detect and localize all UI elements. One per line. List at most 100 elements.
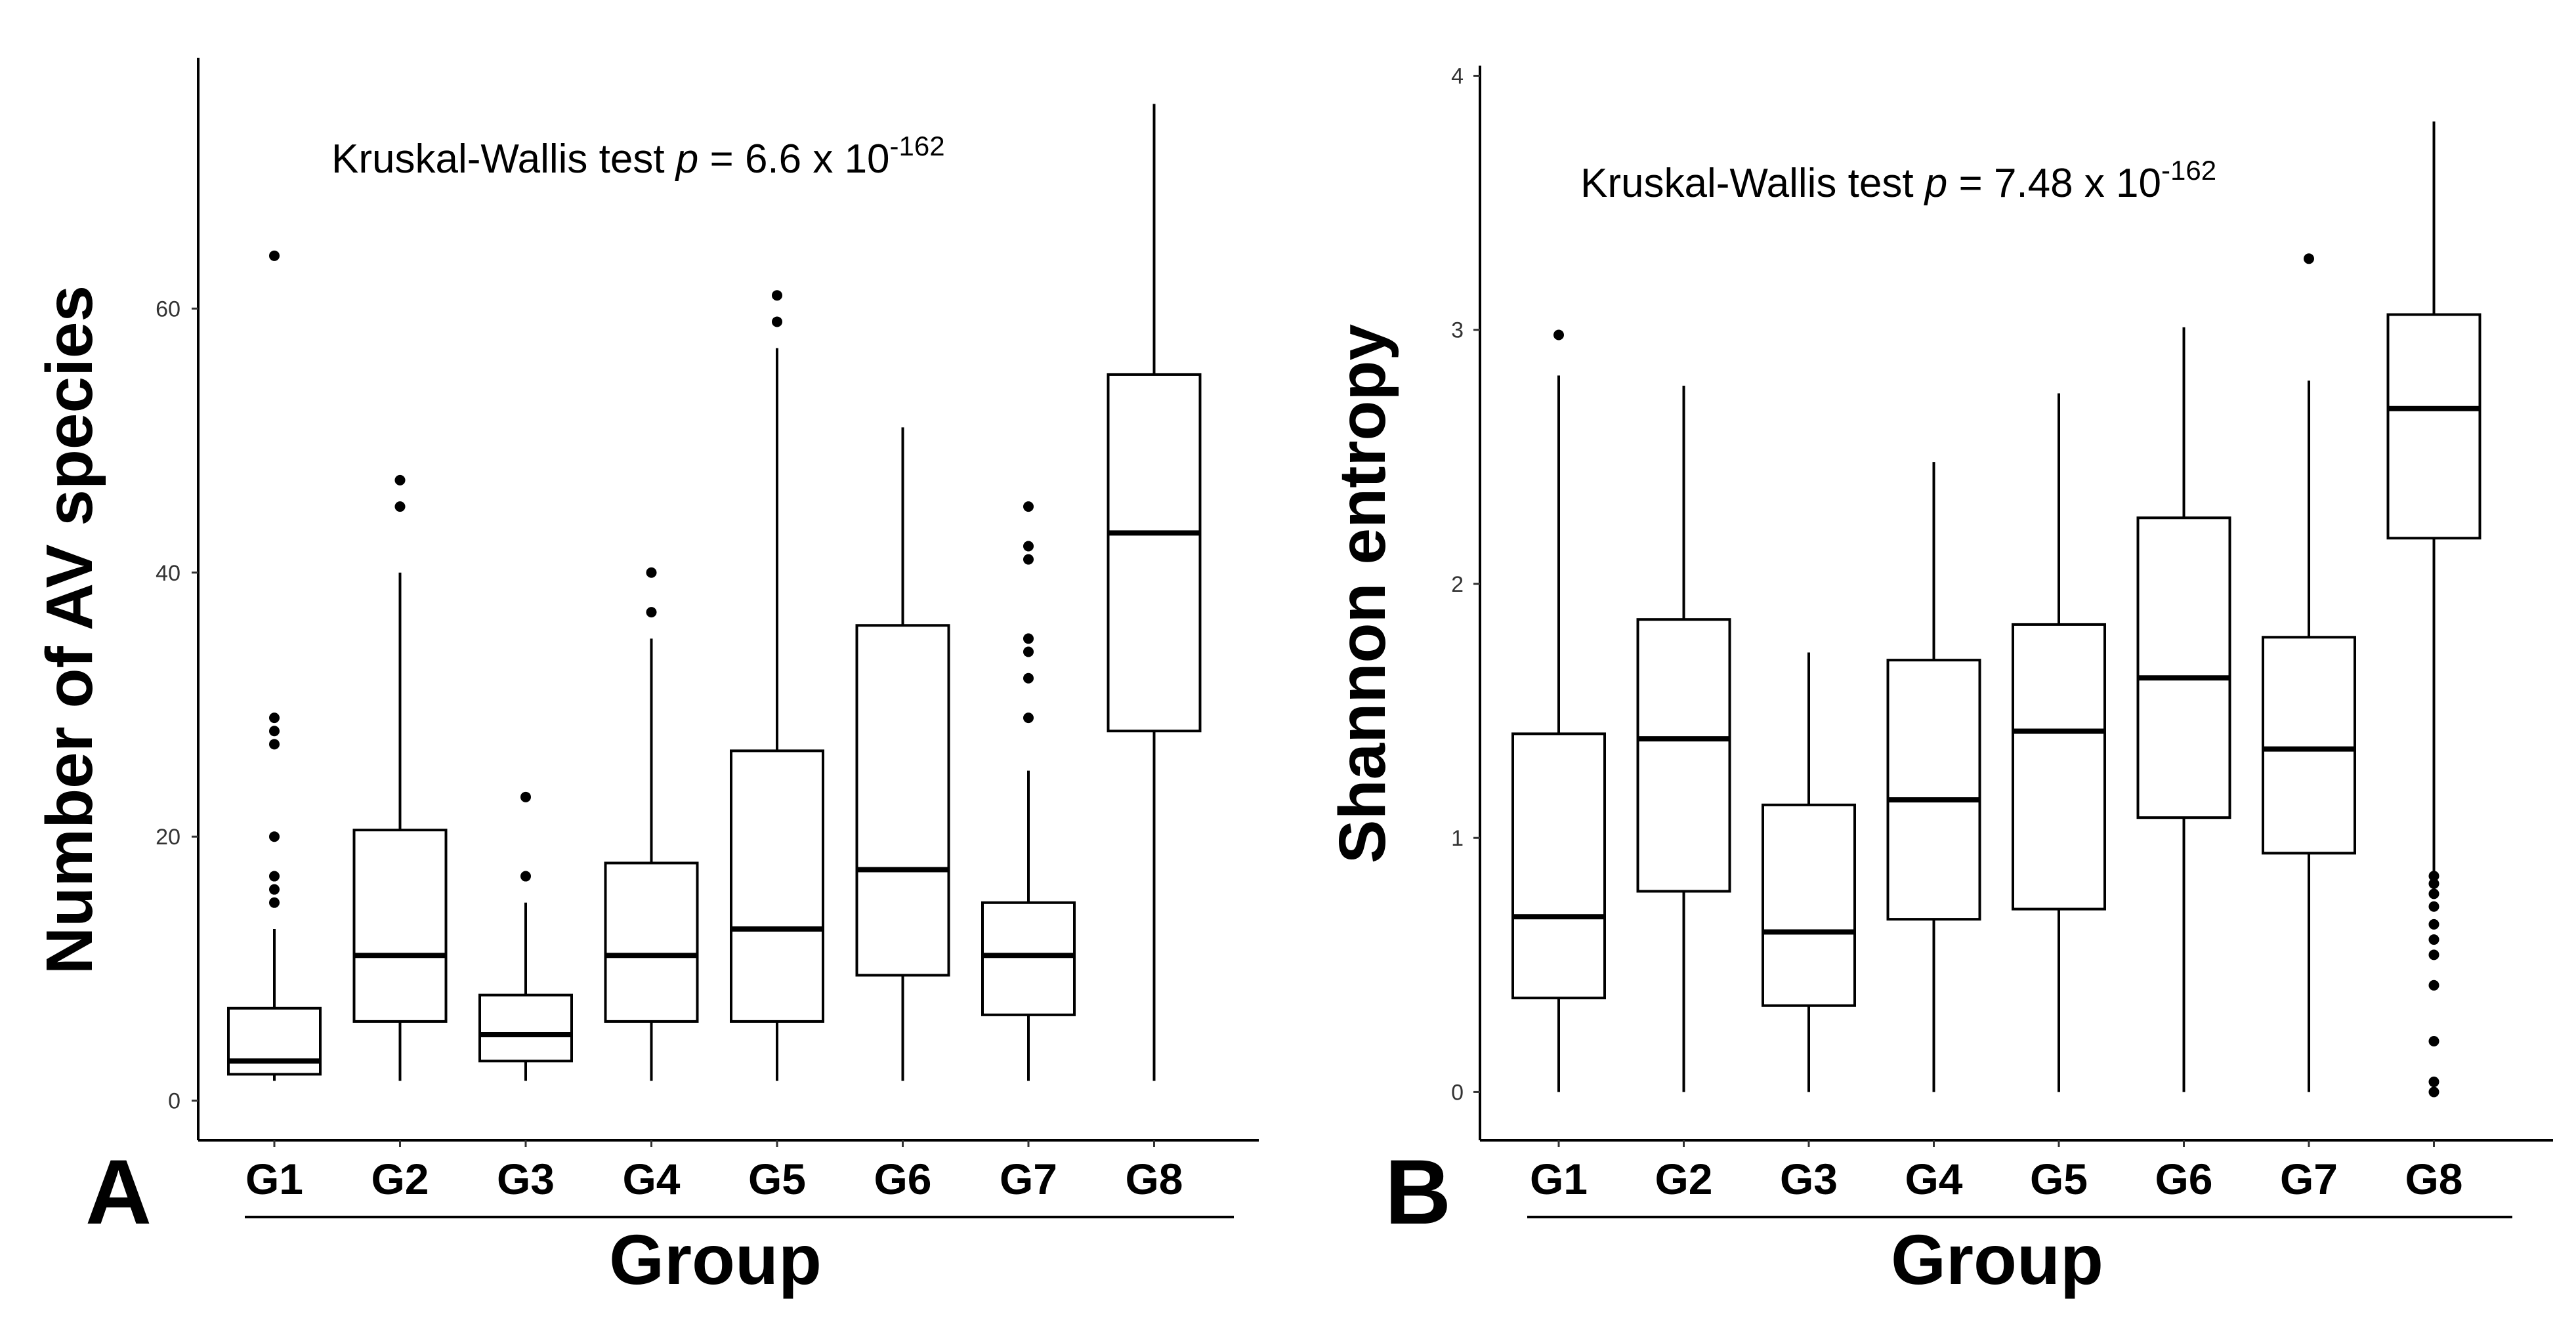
y-tick-label: 4 xyxy=(1451,64,1464,89)
outlier-point xyxy=(269,884,280,895)
outlier-point xyxy=(2428,1076,2439,1087)
y-tick-label: 1 xyxy=(1451,826,1464,851)
box-g1 xyxy=(227,250,322,1081)
iqr-box xyxy=(1762,803,1856,1007)
outlier-point xyxy=(394,501,406,512)
x-tick-label-g2: G2 xyxy=(371,1155,429,1203)
outlier-point xyxy=(269,739,280,750)
outlier-point xyxy=(646,607,657,618)
outlier-point xyxy=(2428,919,2439,930)
x-tick-label-g5: G5 xyxy=(2030,1155,2088,1203)
outlier-point xyxy=(269,897,280,908)
kruskal-wallis-annotation: Kruskal-Wallis test p = 7.48 x 10-162 xyxy=(1580,155,2216,206)
box-g2 xyxy=(1636,385,1731,1092)
iqr-box xyxy=(604,861,699,1023)
iqr-box xyxy=(478,993,573,1063)
box-g4 xyxy=(1886,462,1981,1092)
outlier-point xyxy=(2428,888,2439,899)
y-axis-title: Shannon entropy xyxy=(1326,324,1399,864)
x-tick-label-g8: G8 xyxy=(1125,1155,1183,1203)
annotation-exponent: -162 xyxy=(2161,155,2216,186)
outlier-point xyxy=(2428,980,2439,991)
panel-a: 0 20 40 60 G1 G2 G3 G4 G5 G6 G7 G8 Kruskal-Wallis te… xyxy=(33,58,1259,1299)
outlier-point xyxy=(1023,541,1034,552)
outlier-point xyxy=(394,474,406,485)
annotation-value: = 6.6 x 10 xyxy=(698,136,889,182)
x-tick-label-g4: G4 xyxy=(1905,1155,1962,1203)
iqr-box xyxy=(2012,623,2106,911)
box-g7 xyxy=(981,501,1076,1081)
iqr-box xyxy=(1107,373,1202,733)
outlier-point xyxy=(1023,713,1034,724)
outlier-point xyxy=(269,713,280,724)
box-g3 xyxy=(478,791,573,1081)
iqr-box xyxy=(981,901,1076,1016)
outlier-point xyxy=(2428,949,2439,961)
outlier-point xyxy=(269,871,280,882)
x-tick-label-g6: G6 xyxy=(2155,1155,2212,1203)
outlier-point xyxy=(2428,878,2439,889)
outlier-point xyxy=(1023,554,1034,565)
box-g6 xyxy=(2136,327,2231,1092)
outlier-point xyxy=(269,831,280,842)
y-tick-label: 0 xyxy=(168,1089,180,1114)
y-tick-label: 3 xyxy=(1451,318,1464,343)
y-tick-label: 20 xyxy=(156,825,180,850)
iqr-box xyxy=(2136,516,2231,819)
box-g7 xyxy=(2262,253,2356,1092)
x-tick-label-g7: G7 xyxy=(2280,1155,2338,1203)
outlier-point xyxy=(2428,934,2439,945)
x-tick-label-g2: G2 xyxy=(1655,1155,1712,1203)
outlier-point xyxy=(1023,501,1034,512)
box-g8 xyxy=(2386,121,2481,1098)
annotation-p: p xyxy=(1924,161,1947,206)
outlier-point xyxy=(772,290,782,301)
outlier-point xyxy=(1023,633,1034,644)
iqr-box xyxy=(730,749,824,1023)
outlier-point xyxy=(1023,646,1034,657)
outlier-point xyxy=(2428,1035,2439,1046)
annotation-value: = 7.48 x 10 xyxy=(1947,161,2161,206)
panel-label: A xyxy=(85,1140,152,1243)
x-tick-label-g7: G7 xyxy=(1000,1155,1057,1203)
outlier-point xyxy=(269,726,280,737)
box-g1 xyxy=(1511,329,1606,1092)
annotation-p: p xyxy=(675,136,698,182)
x-tick-label-g1: G1 xyxy=(245,1155,303,1203)
y-tick-label: 0 xyxy=(1451,1080,1464,1105)
iqr-box xyxy=(2262,636,2356,855)
panel-label: B xyxy=(1385,1140,1451,1243)
outlier-point xyxy=(2428,901,2439,912)
box-g3 xyxy=(1762,652,1856,1092)
outlier-point xyxy=(772,316,782,327)
outlier-point xyxy=(520,871,531,882)
annotation-prefix: Kruskal-Wallis test xyxy=(331,136,676,182)
iqr-box xyxy=(1511,732,1606,1000)
x-tick-label-g5: G5 xyxy=(748,1155,806,1203)
iqr-box xyxy=(1886,659,1981,921)
annotation-exponent: -162 xyxy=(890,131,945,161)
x-axis-title: Group xyxy=(609,1220,822,1299)
box-g4 xyxy=(604,567,699,1081)
y-tick-label: 2 xyxy=(1451,572,1464,597)
outlier-point xyxy=(2428,1086,2439,1098)
outlier-point xyxy=(1023,672,1034,684)
iqr-box xyxy=(227,1006,322,1076)
y-tick-label: 40 xyxy=(156,561,180,586)
x-tick-label-g6: G6 xyxy=(874,1155,931,1203)
y-tick-label: 60 xyxy=(156,297,180,321)
annotation-prefix: Kruskal-Wallis test xyxy=(1580,161,1925,206)
outlier-point xyxy=(2428,871,2439,882)
outlier-point xyxy=(520,791,531,802)
box-g6 xyxy=(855,427,950,1081)
outlier-point xyxy=(646,567,657,578)
iqr-box xyxy=(352,829,448,1023)
y-axis-title: Number of AV species xyxy=(33,285,106,974)
box-g5 xyxy=(730,290,824,1081)
box-g2 xyxy=(352,474,448,1081)
x-tick-label-g1: G1 xyxy=(1530,1155,1588,1203)
x-tick-label-g4: G4 xyxy=(622,1155,680,1203)
outlier-point xyxy=(2304,253,2314,264)
iqr-box xyxy=(855,624,950,977)
